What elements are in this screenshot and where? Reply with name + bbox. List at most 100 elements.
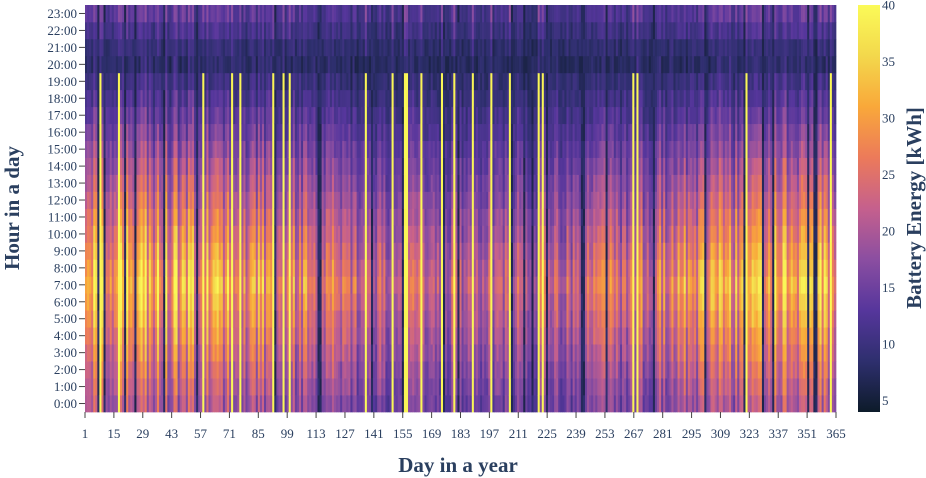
heatmap-cell [222,55,226,74]
heatmap-cell [165,225,168,243]
heatmap-cell [264,259,267,277]
heatmap-cell [255,72,259,91]
heatmap-cell [194,310,197,328]
heatmap-cell [360,55,364,74]
heatmap-cell [177,106,180,125]
heatmap-cell [122,140,125,158]
heatmap-cell [216,293,220,311]
heatmap-cell [109,140,113,158]
heatmap-cell [358,140,362,158]
heatmap-cell [391,106,394,125]
heatmap-cell [130,395,133,413]
heatmap-cell [502,242,506,260]
heatmap-cell [113,242,117,260]
heatmap-cell [362,72,366,91]
heatmap-cell [405,327,409,345]
heatmap-cell [286,21,290,40]
heatmap-cell [268,191,271,209]
heatmap-cell [288,208,292,226]
heatmap-cell [323,242,327,260]
heatmap-cell [463,38,466,57]
heatmap-cell [204,174,207,192]
heatmap-cell [95,5,98,23]
heatmap-cell [512,310,516,328]
heatmap-cell [445,293,448,311]
heatmap-cell [266,310,269,328]
heatmap-cell [443,55,446,74]
heatmap-cell [457,174,460,192]
heatmap-cell [126,157,129,175]
heatmap-cell [101,310,104,328]
heatmap-cell [87,310,90,328]
heatmap-cell [354,72,357,91]
heatmap-cell [138,21,141,40]
heatmap-cell [463,191,466,209]
heatmap-cell [358,38,362,57]
heatmap-cell [93,157,96,175]
heatmap-cell [212,174,215,192]
heatmap-cell [463,72,466,91]
heatmap-cell [373,106,376,125]
heatmap-cell [294,140,298,158]
heatmap-cell [490,344,493,362]
heatmap-cell [290,21,294,40]
heatmap-cell [122,191,125,209]
heatmap-cell [148,5,152,23]
heatmap-cell [482,106,485,125]
heatmap-cell [208,276,211,294]
heatmap-cell [492,242,495,260]
heatmap-cell [175,5,178,23]
heatmap-cell [325,293,329,311]
heatmap-cell [490,361,493,379]
heatmap-cell [245,361,248,379]
heatmap-cell [336,395,339,413]
heatmap-cell [136,361,139,379]
heatmap-cell [206,106,209,125]
heatmap-cell [451,378,454,396]
heatmap-cell [259,140,263,158]
heatmap-cell [436,21,440,40]
heatmap-cell [101,5,104,23]
heatmap-cell [508,21,512,40]
heatmap-cell [142,21,146,40]
heatmap-cell [268,276,271,294]
heatmap-cell [338,21,341,40]
heatmap-cell [259,310,263,328]
heatmap-cell [471,89,475,108]
heatmap-cell [434,123,438,142]
heatmap-cell [288,123,292,142]
heatmap-cell [416,55,419,74]
heatmap-cell [467,5,471,23]
heatmap-cell [360,378,364,396]
heatmap-cell [352,21,355,40]
heatmap-cell [210,123,213,142]
heatmap-cell [416,208,419,226]
heatmap-cell [198,395,201,413]
heatmap-cell [130,174,133,192]
heatmap-cell [173,395,176,413]
heatmap-cell [434,72,438,91]
heatmap-cell [101,225,104,243]
heatmap-cell [107,72,111,91]
heatmap-cell [319,378,322,396]
heatmap-cell [105,293,108,311]
heatmap-cell [440,395,444,413]
heatmap-cell [366,55,370,74]
heatmap-cell [222,140,226,158]
heatmap-cell [107,395,111,413]
heatmap-cell [115,310,119,328]
heatmap-cell [352,208,355,226]
heatmap-cell [101,191,104,209]
heatmap-cell [364,310,368,328]
heatmap-cell [436,208,440,226]
heatmap-cell [333,5,337,23]
heatmap-cell [231,344,234,362]
heatmap-cell [134,174,137,192]
heatmap-cell [226,310,230,328]
heatmap-cell [371,208,374,226]
heatmap-cell [220,242,224,260]
heatmap-cell [157,174,160,192]
heatmap-cell [175,378,178,396]
heatmap-cell [408,395,411,413]
heatmap-cell [453,21,456,40]
